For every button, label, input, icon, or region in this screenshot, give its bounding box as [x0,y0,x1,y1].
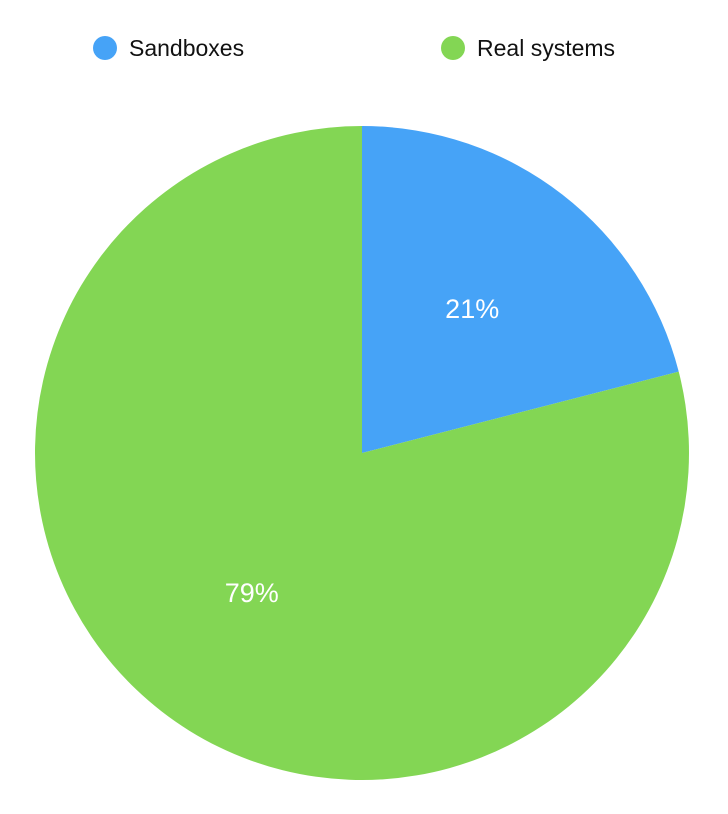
slice-label-sandboxes: 21% [445,294,499,324]
legend-item-real-systems: Real systems [441,33,615,63]
legend-swatch-sandboxes [93,36,117,60]
legend-label-sandboxes: Sandboxes [129,34,245,61]
pie-slice-real-systems [35,126,690,780]
legend-item-sandboxes: Sandboxes [93,33,244,63]
legend-swatch-real-systems [441,36,465,60]
legend-label-real-systems: Real systems [477,34,616,61]
slice-label-real-systems: 79% [225,578,279,608]
pie-slice-sandboxes [362,126,679,453]
